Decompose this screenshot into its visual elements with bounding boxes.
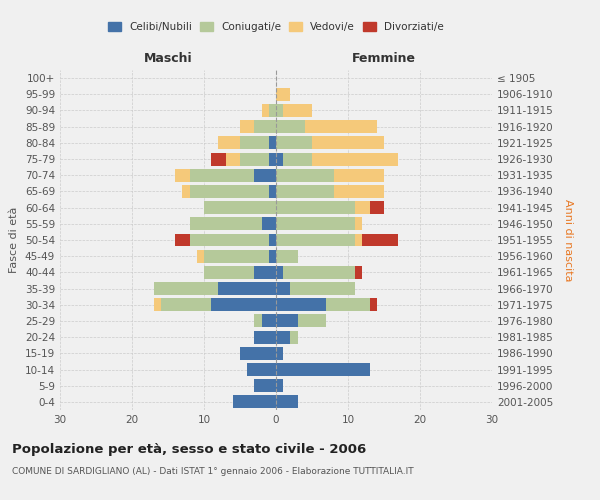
Bar [254, 330, 276, 344]
Bar [290, 282, 355, 295]
Bar [276, 169, 334, 181]
Bar [362, 234, 398, 246]
Bar [240, 347, 276, 360]
Bar [269, 185, 276, 198]
Bar [298, 314, 326, 328]
Bar [254, 314, 262, 328]
Bar [269, 104, 276, 117]
Bar [204, 250, 269, 262]
Bar [276, 282, 290, 295]
Bar [276, 120, 305, 133]
Bar [190, 234, 269, 246]
Y-axis label: Fasce di età: Fasce di età [10, 207, 19, 273]
Bar [211, 152, 226, 166]
Bar [276, 266, 283, 279]
Bar [262, 314, 276, 328]
Bar [355, 218, 362, 230]
Bar [283, 152, 312, 166]
Bar [218, 136, 240, 149]
Bar [240, 120, 254, 133]
Bar [276, 396, 298, 408]
Bar [254, 120, 276, 133]
Bar [276, 379, 283, 392]
Bar [355, 201, 370, 214]
Bar [190, 169, 254, 181]
Bar [283, 266, 355, 279]
Bar [262, 218, 276, 230]
Bar [334, 185, 384, 198]
Legend: Celibi/Nubili, Coniugati/e, Vedovi/e, Divorziati/e: Celibi/Nubili, Coniugati/e, Vedovi/e, Di… [104, 18, 448, 36]
Bar [197, 250, 204, 262]
Bar [276, 314, 298, 328]
Bar [276, 136, 312, 149]
Bar [154, 282, 218, 295]
Bar [204, 201, 276, 214]
Bar [204, 266, 254, 279]
Bar [175, 169, 190, 181]
Bar [175, 234, 190, 246]
Bar [276, 88, 290, 101]
Text: COMUNE DI SARDIGLIANO (AL) - Dati ISTAT 1° gennaio 2006 - Elaborazione TUTTITALI: COMUNE DI SARDIGLIANO (AL) - Dati ISTAT … [12, 468, 413, 476]
Bar [218, 282, 276, 295]
Bar [262, 104, 269, 117]
Bar [276, 152, 283, 166]
Bar [254, 169, 276, 181]
Bar [254, 266, 276, 279]
Bar [276, 330, 290, 344]
Bar [190, 218, 262, 230]
Bar [276, 201, 355, 214]
Bar [283, 104, 312, 117]
Bar [276, 347, 283, 360]
Bar [240, 136, 269, 149]
Bar [276, 185, 334, 198]
Bar [254, 379, 276, 392]
Bar [276, 250, 298, 262]
Bar [269, 136, 276, 149]
Bar [226, 152, 240, 166]
Bar [305, 120, 377, 133]
Bar [190, 185, 269, 198]
Bar [182, 185, 190, 198]
Bar [154, 298, 161, 311]
Text: Femmine: Femmine [352, 52, 416, 65]
Bar [233, 396, 276, 408]
Bar [269, 234, 276, 246]
Bar [240, 152, 269, 166]
Bar [211, 298, 276, 311]
Bar [276, 363, 370, 376]
Text: Popolazione per età, sesso e stato civile - 2006: Popolazione per età, sesso e stato civil… [12, 442, 366, 456]
Bar [161, 298, 211, 311]
Bar [276, 234, 355, 246]
Bar [312, 152, 398, 166]
Bar [247, 363, 276, 376]
Bar [269, 152, 276, 166]
Text: Maschi: Maschi [143, 52, 193, 65]
Bar [355, 266, 362, 279]
Bar [276, 298, 326, 311]
Y-axis label: Anni di nascita: Anni di nascita [563, 198, 573, 281]
Bar [290, 330, 298, 344]
Bar [370, 201, 384, 214]
Bar [334, 169, 384, 181]
Bar [269, 250, 276, 262]
Bar [326, 298, 370, 311]
Bar [276, 104, 283, 117]
Bar [312, 136, 384, 149]
Bar [370, 298, 377, 311]
Bar [355, 234, 362, 246]
Bar [276, 218, 355, 230]
